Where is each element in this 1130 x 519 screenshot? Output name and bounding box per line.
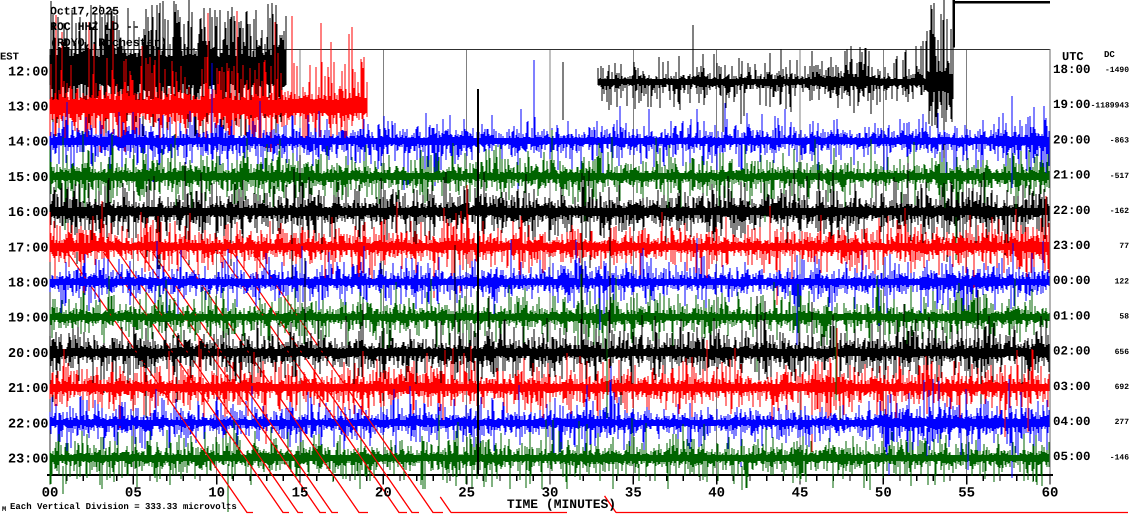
svg-text:02:00: 02:00	[1053, 345, 1091, 359]
svg-text:00:00: 00:00	[1053, 274, 1091, 288]
svg-text:45: 45	[792, 486, 809, 502]
svg-text:00: 00	[42, 486, 59, 502]
svg-text:Each Vertical Division = 333.: Each Vertical Division = 333.33 microvol…	[10, 502, 237, 512]
svg-text:656: 656	[1115, 348, 1130, 357]
svg-text:23:00: 23:00	[8, 453, 49, 468]
svg-text:20:00: 20:00	[8, 347, 49, 362]
svg-text:19:00: 19:00	[1053, 98, 1091, 112]
svg-text:DC: DC	[1104, 50, 1115, 60]
svg-text:22:00: 22:00	[8, 417, 49, 432]
svg-text:-146: -146	[1110, 453, 1129, 462]
svg-text:01:00: 01:00	[1053, 309, 1091, 323]
svg-text:M: M	[2, 506, 6, 514]
svg-text:04:00: 04:00	[1053, 415, 1091, 429]
svg-text:UTC: UTC	[1062, 50, 1084, 64]
svg-text:TIME (MINUTES): TIME (MINUTES)	[507, 497, 616, 512]
svg-text:15: 15	[292, 486, 309, 502]
svg-text:19:00: 19:00	[8, 312, 49, 327]
svg-text:77: 77	[1119, 242, 1129, 251]
svg-text:18:00: 18:00	[8, 277, 49, 292]
svg-text:58: 58	[1119, 313, 1129, 322]
svg-text:05:00: 05:00	[1053, 450, 1091, 464]
svg-text:20:00: 20:00	[1053, 133, 1091, 147]
svg-text:-863: -863	[1110, 137, 1129, 146]
svg-text:ROC HHZ LD --: ROC HHZ LD --	[50, 21, 140, 34]
svg-text:122: 122	[1115, 277, 1130, 286]
svg-text:25: 25	[458, 486, 475, 502]
svg-text:15:00: 15:00	[8, 171, 49, 186]
svg-text:277: 277	[1115, 418, 1130, 427]
svg-text:35: 35	[625, 486, 642, 502]
svg-text:50: 50	[875, 486, 892, 502]
svg-text:12:00: 12:00	[8, 65, 49, 80]
svg-text:10: 10	[208, 486, 225, 502]
svg-text:21:00: 21:00	[1053, 169, 1091, 183]
svg-text:17:00: 17:00	[8, 241, 49, 256]
svg-text:30: 30	[542, 486, 559, 502]
svg-text:60: 60	[1042, 486, 1059, 502]
svg-text:-162: -162	[1110, 207, 1129, 216]
svg-text:05: 05	[125, 486, 142, 502]
svg-text:20: 20	[375, 486, 392, 502]
svg-text:03:00: 03:00	[1053, 380, 1091, 394]
svg-text:-517: -517	[1110, 172, 1129, 181]
svg-text:13:00: 13:00	[8, 101, 49, 116]
svg-text:-1490: -1490	[1105, 66, 1129, 75]
svg-text:18:00: 18:00	[1053, 63, 1091, 77]
svg-text:23:00: 23:00	[1053, 239, 1091, 253]
svg-text:14:00: 14:00	[8, 136, 49, 151]
svg-text:22:00: 22:00	[1053, 204, 1091, 218]
svg-text:16:00: 16:00	[8, 206, 49, 221]
svg-text:-1189943: -1189943	[1091, 101, 1130, 110]
svg-text:21:00: 21:00	[8, 382, 49, 397]
svg-text:(RDYO, Rochester): (RDYO, Rochester)	[50, 37, 167, 50]
svg-text:55: 55	[958, 486, 975, 502]
svg-text:EST: EST	[0, 52, 19, 64]
svg-text:Oct17,2025: Oct17,2025	[50, 5, 119, 18]
svg-text:692: 692	[1115, 383, 1130, 392]
svg-text:40: 40	[708, 486, 725, 502]
